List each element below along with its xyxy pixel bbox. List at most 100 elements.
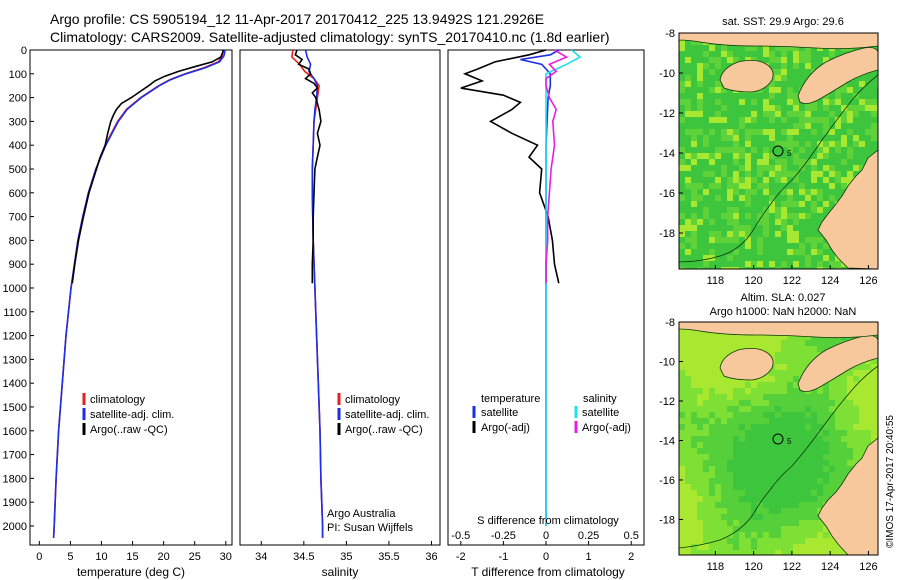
map-pixel [853,430,859,436]
map-pixel [757,45,763,51]
map-pixel [727,538,733,544]
map-pixel [697,454,703,460]
map-pixel [865,141,871,147]
map-pixel [835,195,841,201]
map-pixel [787,418,793,424]
map-pixel [733,448,739,454]
map-pixel [679,544,685,550]
map-pixel [829,261,835,267]
map-pixel [685,231,691,237]
map-pixel [715,334,721,340]
map-pixel [781,514,787,520]
map-pixel [769,532,775,538]
map-pixel [763,135,769,141]
map-pixel [799,177,805,183]
map-pixel [799,550,805,555]
map-pixel [853,418,859,424]
map-pixel [745,532,751,538]
map-pixel [799,358,805,364]
map-pixel [829,472,835,478]
map-pixel [817,213,823,219]
map-pixel [847,81,853,87]
map-pixel [739,418,745,424]
map-pixel [817,490,823,496]
map-pixel [799,478,805,484]
map-pixel [805,472,811,478]
depth-tick-label: 500 [9,164,27,176]
map-pixel [757,334,763,340]
map-pixel [859,436,865,442]
map-pixel [823,340,829,346]
map-pixel [739,201,745,207]
map-pixel [787,57,793,63]
map-pixel [805,418,811,424]
x-tick-label: 2 [628,551,634,563]
map-pixel [805,454,811,460]
map-pixel [697,352,703,358]
map-pixel [685,508,691,514]
map-pixel [733,267,739,269]
map-pixel [703,219,709,225]
map-pixel [835,544,841,550]
map-pixel [841,424,847,430]
x-tick-label: -2 [456,551,466,563]
map-pixel [703,448,709,454]
map-pixel [751,406,757,412]
map-pixel [829,255,835,261]
depth-tick-label: 1500 [3,402,27,414]
map-pixel [727,153,733,159]
map-pixel [685,87,691,93]
map-pixel [757,135,763,141]
map-pixel [679,93,685,99]
map-pixel [787,183,793,189]
map-pixel [745,418,751,424]
map-pixel [733,135,739,141]
map-pixel [775,267,781,269]
map-pixel [709,370,715,376]
map-pixel [835,454,841,460]
map-pixel [871,69,877,75]
map-pixel [679,75,685,81]
map-pixel [697,159,703,165]
map-pixel [823,201,829,207]
map-pixel [703,382,709,388]
map-pixel [739,231,745,237]
map-pixel [685,436,691,442]
map-pixel [679,213,685,219]
map-pixel [709,424,715,430]
map-pixel [781,388,787,394]
map-pixel [709,358,715,364]
map-pixel [703,490,709,496]
map-pixel [757,99,763,105]
map-pixel [829,478,835,484]
map-pixel [805,267,811,269]
map-pixel [799,171,805,177]
x-tick-label: 0 [36,551,42,563]
map-pixel [811,201,817,207]
map-pixel [817,219,823,225]
map-pixel [769,490,775,496]
lat-tick-label: -12 [659,108,675,120]
depth-tick-label: 1400 [3,378,27,390]
map-pixel [727,177,733,183]
map-pixel [685,195,691,201]
map-pixel [739,249,745,255]
map-pixel [763,237,769,243]
map-pixel [703,207,709,213]
map-pixel [769,418,775,424]
map-pixel [691,249,697,255]
map-pixel [811,490,817,496]
map-pixel [799,436,805,442]
map-pixel [751,442,757,448]
map-pixel [745,219,751,225]
map-pixel [685,81,691,87]
map-pixel [775,63,781,69]
map-pixel [703,237,709,243]
map-pixel [679,255,685,261]
map-pixel [841,129,847,135]
map-pixel [859,364,865,370]
map-pixel [691,478,697,484]
map-pixel [757,508,763,514]
map-pixel [709,267,715,269]
map-pixel [847,406,853,412]
